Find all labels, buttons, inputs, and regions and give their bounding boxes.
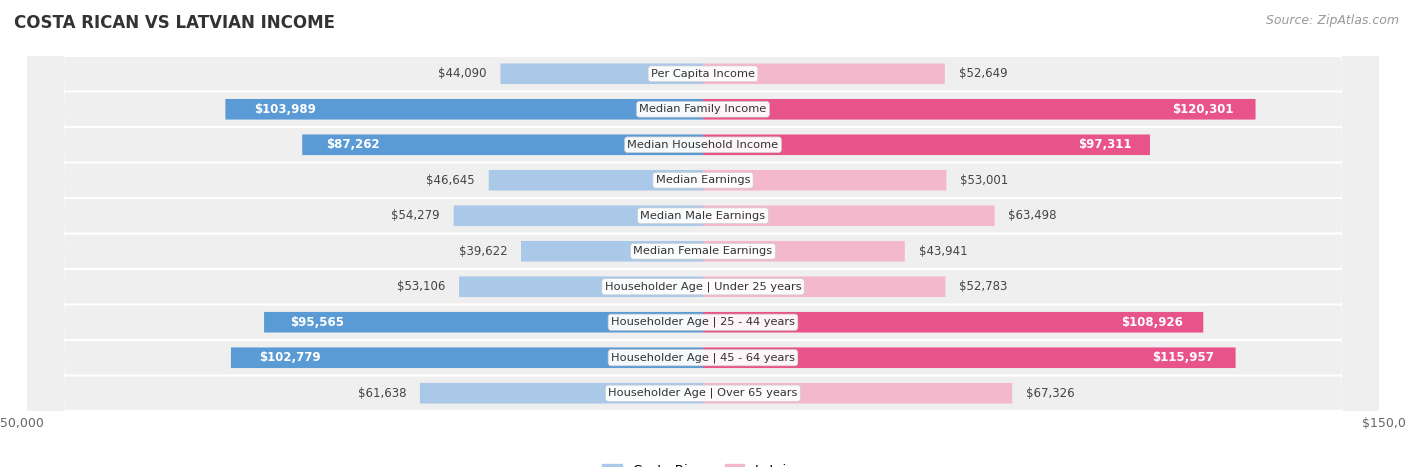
Text: $67,326: $67,326: [1026, 387, 1074, 400]
FancyBboxPatch shape: [28, 0, 1378, 467]
Text: Median Household Income: Median Household Income: [627, 140, 779, 150]
FancyBboxPatch shape: [703, 241, 905, 262]
Text: $53,106: $53,106: [396, 280, 446, 293]
Text: Median Family Income: Median Family Income: [640, 104, 766, 114]
Legend: Costa Rican, Latvian: Costa Rican, Latvian: [598, 459, 808, 467]
Text: Per Capita Income: Per Capita Income: [651, 69, 755, 79]
FancyBboxPatch shape: [28, 0, 1378, 467]
Text: Median Female Earnings: Median Female Earnings: [634, 246, 772, 256]
Text: Source: ZipAtlas.com: Source: ZipAtlas.com: [1265, 14, 1399, 27]
FancyBboxPatch shape: [703, 347, 1236, 368]
FancyBboxPatch shape: [703, 134, 1150, 155]
Text: $44,090: $44,090: [439, 67, 486, 80]
FancyBboxPatch shape: [28, 0, 1378, 467]
FancyBboxPatch shape: [454, 205, 703, 226]
Text: $43,941: $43,941: [918, 245, 967, 258]
FancyBboxPatch shape: [225, 99, 703, 120]
Text: $52,783: $52,783: [959, 280, 1008, 293]
FancyBboxPatch shape: [522, 241, 703, 262]
FancyBboxPatch shape: [28, 0, 1378, 467]
FancyBboxPatch shape: [264, 312, 703, 333]
Text: $54,279: $54,279: [391, 209, 440, 222]
FancyBboxPatch shape: [489, 170, 703, 191]
FancyBboxPatch shape: [703, 99, 1256, 120]
Text: $108,926: $108,926: [1122, 316, 1184, 329]
FancyBboxPatch shape: [501, 64, 703, 84]
Text: $97,311: $97,311: [1078, 138, 1132, 151]
FancyBboxPatch shape: [28, 0, 1378, 467]
Text: Median Male Earnings: Median Male Earnings: [641, 211, 765, 221]
Text: $87,262: $87,262: [326, 138, 380, 151]
Text: COSTA RICAN VS LATVIAN INCOME: COSTA RICAN VS LATVIAN INCOME: [14, 14, 335, 32]
Text: $61,638: $61,638: [357, 387, 406, 400]
Text: Householder Age | Over 65 years: Householder Age | Over 65 years: [609, 388, 797, 398]
FancyBboxPatch shape: [420, 383, 703, 403]
Text: $103,989: $103,989: [254, 103, 316, 116]
Text: $52,649: $52,649: [959, 67, 1007, 80]
FancyBboxPatch shape: [28, 0, 1378, 467]
FancyBboxPatch shape: [28, 0, 1378, 467]
FancyBboxPatch shape: [28, 0, 1378, 467]
FancyBboxPatch shape: [302, 134, 703, 155]
Text: Median Earnings: Median Earnings: [655, 175, 751, 185]
FancyBboxPatch shape: [703, 64, 945, 84]
FancyBboxPatch shape: [28, 0, 1378, 467]
Text: Householder Age | 45 - 64 years: Householder Age | 45 - 64 years: [612, 353, 794, 363]
Text: $115,957: $115,957: [1153, 351, 1215, 364]
Text: $63,498: $63,498: [1008, 209, 1057, 222]
Text: $95,565: $95,565: [291, 316, 344, 329]
Text: $53,001: $53,001: [960, 174, 1008, 187]
FancyBboxPatch shape: [703, 312, 1204, 333]
FancyBboxPatch shape: [231, 347, 703, 368]
Text: Householder Age | Under 25 years: Householder Age | Under 25 years: [605, 282, 801, 292]
Text: $46,645: $46,645: [426, 174, 475, 187]
FancyBboxPatch shape: [703, 205, 994, 226]
Text: $102,779: $102,779: [259, 351, 321, 364]
Text: $120,301: $120,301: [1173, 103, 1233, 116]
FancyBboxPatch shape: [703, 276, 945, 297]
Text: $39,622: $39,622: [458, 245, 508, 258]
FancyBboxPatch shape: [703, 170, 946, 191]
FancyBboxPatch shape: [28, 0, 1378, 467]
FancyBboxPatch shape: [703, 383, 1012, 403]
Text: Householder Age | 25 - 44 years: Householder Age | 25 - 44 years: [612, 317, 794, 327]
FancyBboxPatch shape: [460, 276, 703, 297]
